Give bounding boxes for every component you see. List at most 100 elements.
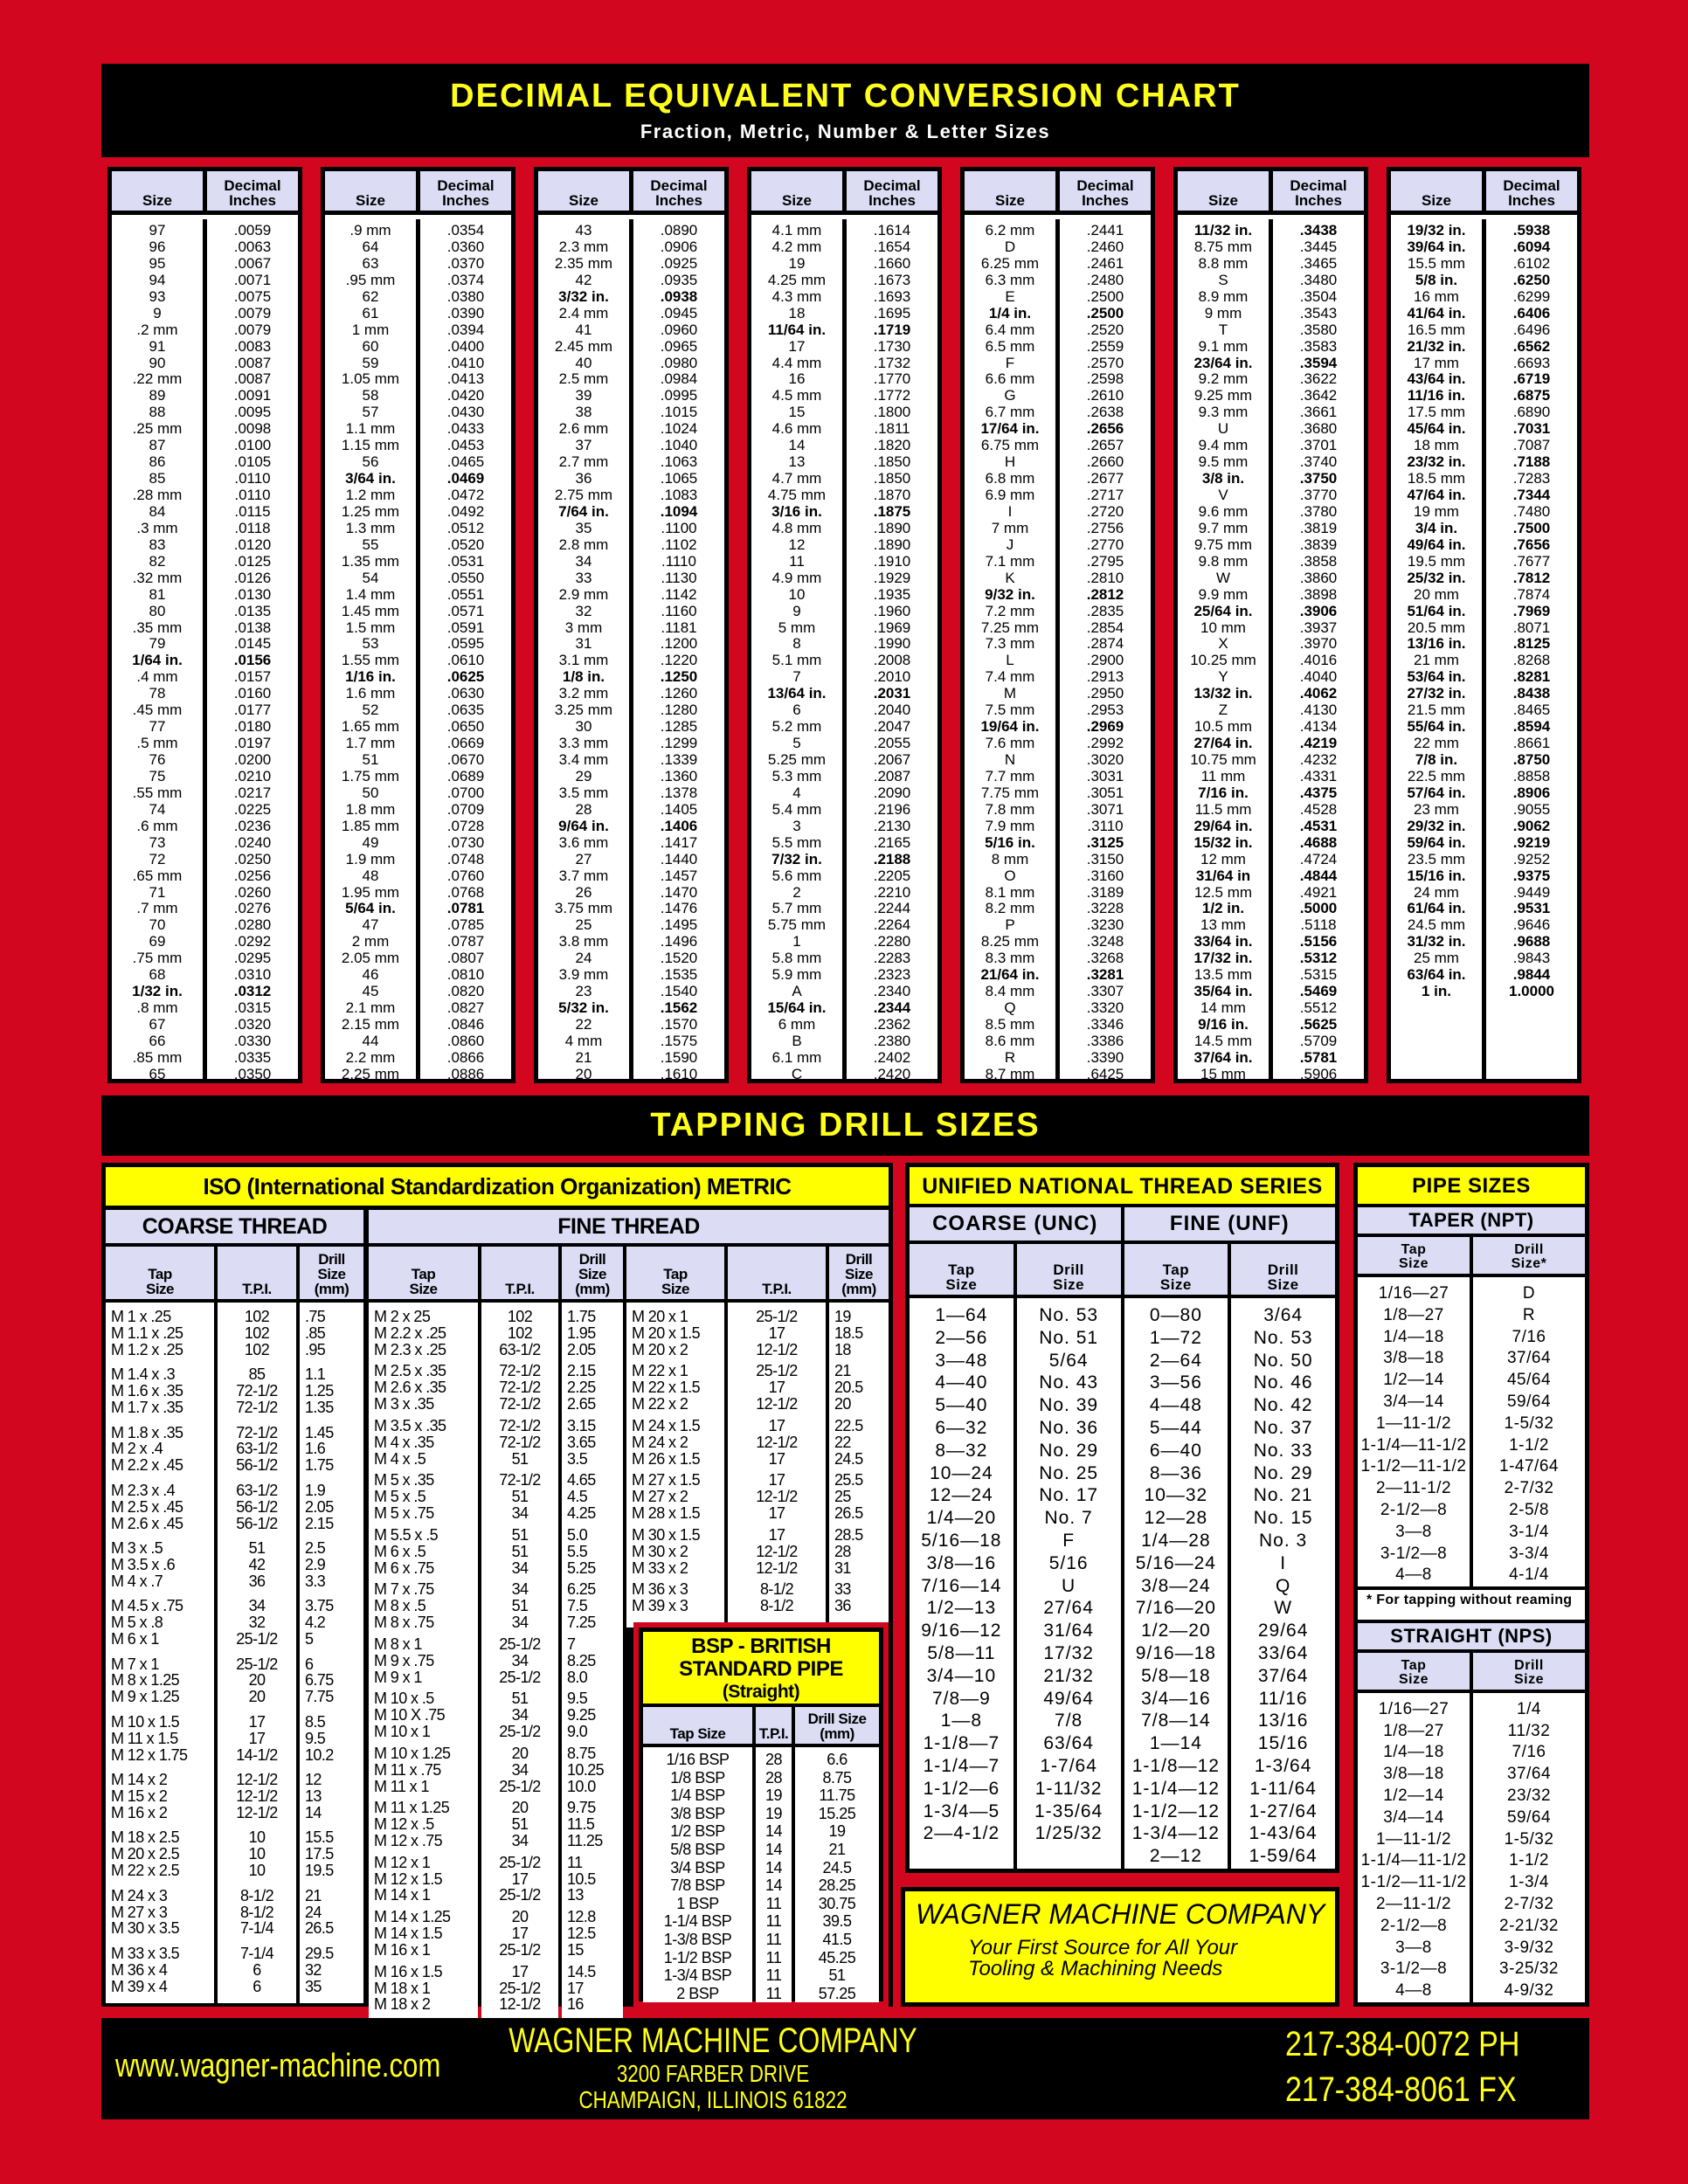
drill-size: 17/32 xyxy=(1043,1642,1094,1663)
size-cell: .65 mm xyxy=(132,867,183,884)
decimal-cell: .0380 xyxy=(446,287,485,305)
tap-size: M 27 x 1.5 xyxy=(632,1471,701,1489)
size-cell: 66 xyxy=(149,1032,166,1049)
drill-size: 28.25 xyxy=(818,1876,856,1895)
size-cell: 1.25 mm xyxy=(341,502,400,520)
size-cell: 8 xyxy=(792,635,801,653)
size-cell: 68 xyxy=(149,966,166,984)
tap-size: M 4.5 x .75 xyxy=(111,1597,183,1615)
decimal-cell: .0125 xyxy=(233,552,272,570)
size-cell: 27/32 in. xyxy=(1407,685,1466,702)
size-cell: 3/16 in. xyxy=(771,502,822,520)
tap-size: 12—28 xyxy=(1144,1508,1208,1529)
decimal-cell: .2656 xyxy=(1086,420,1124,438)
decimal-cell: .1102 xyxy=(661,536,697,553)
tpi: 25-1/2 xyxy=(756,1308,798,1325)
drill-size: 63/64 xyxy=(1043,1733,1094,1754)
taper-footnote: * For tapping without reaming xyxy=(1358,1590,1585,1620)
column-header: Tap Size xyxy=(643,1707,752,1744)
drill-size: I xyxy=(1280,1552,1287,1573)
tpi: 63-1/2 xyxy=(236,1481,278,1499)
tap-size: M 8 x 1.25 xyxy=(111,1671,180,1690)
iso-column: T.P.I. 25-1/2 17 12-1/2 25-1/2 17 12-1/2 17 12-1… xyxy=(728,1247,826,2018)
size-cell: 37 xyxy=(575,437,592,454)
decimal-column-header: Size Decimal Inches xyxy=(1391,171,1577,215)
column-body: 1—64 2—56 3—48 4—40 5—40 6—32 8—32 10—24 12—24 1/… xyxy=(910,1298,1013,1869)
decimal-header-label: Decimal Inches xyxy=(863,177,921,209)
size-header: Size xyxy=(112,171,203,211)
size-cell: 1.6 mm xyxy=(345,685,396,702)
column-header: T.P.I. xyxy=(218,1247,296,1299)
size-cell: 35 xyxy=(575,519,592,536)
size-cell: 1.45 mm xyxy=(341,602,400,619)
decimal-cell: .0945 xyxy=(660,304,698,321)
decimal-cell: .9646 xyxy=(1512,916,1551,934)
size-cell: 3 mm xyxy=(564,619,603,636)
iso-column: Tap Size M 1 x .25 M 1.1 x .25 M 1.2 x .25 M… xyxy=(106,1247,214,2004)
decimal-cell: .0087 xyxy=(233,354,272,371)
column-header: Tap Size xyxy=(106,1247,214,1299)
decimal-cell: .0067 xyxy=(233,254,272,272)
size-cell: 95 xyxy=(149,254,166,272)
table-column: Tap Size 1/16 BSP 1/8 BSP 1/4 BSP 3/8 BSP 1/2… xyxy=(643,1707,752,2003)
drill-size: 3-1/4 xyxy=(1509,1522,1549,1541)
size-header: Size xyxy=(1178,171,1269,211)
size-cell: 2.9 mm xyxy=(558,585,609,603)
drill-size: 29/64 xyxy=(1257,1621,1309,1641)
size-cell: 2.05 mm xyxy=(341,950,400,967)
tap-size: M 2.5 x .35 xyxy=(374,1362,446,1380)
decimal-cell: .0118 xyxy=(234,519,271,536)
size-cell: 10 xyxy=(788,585,806,603)
size-cell: 4.6 mm xyxy=(771,420,822,438)
column-header-label: T.P.I. xyxy=(242,1281,272,1297)
decimal-column-header: Size Decimal Inches xyxy=(325,171,511,215)
tap-size: M 4 x .7 xyxy=(111,1572,163,1590)
decimal-cell: .1220 xyxy=(660,652,698,669)
column-header-label: Tap Size xyxy=(1398,1657,1429,1687)
size-cell: 91 xyxy=(149,337,166,355)
size-cell: P xyxy=(1005,916,1015,934)
tpi: 25-1/2 xyxy=(499,1723,541,1741)
decimal-cell: .1693 xyxy=(873,287,911,305)
drill-size: 15 xyxy=(567,1940,584,1959)
decimal-cell: .0063 xyxy=(233,238,272,255)
drill-size: 3.5 xyxy=(567,1449,588,1468)
iso-column: Tap Size M 2 x 25 M 2.2 x .25 M 2.3 x .25 M … xyxy=(369,1247,478,2019)
decimal-cell: .2638 xyxy=(1086,404,1124,421)
tap-size: 6—32 xyxy=(935,1417,988,1438)
decimal-cell: .1015 xyxy=(660,404,698,421)
drill-size: 21 xyxy=(834,1362,851,1380)
size-header: Size xyxy=(325,171,416,211)
drill-size: 16 xyxy=(567,1995,584,2014)
decimal-cell: .0807 xyxy=(446,950,485,967)
decimal-cell: .0390 xyxy=(446,304,485,321)
decimal-cell: .4219 xyxy=(1299,735,1338,752)
size-cell: 3.9 mm xyxy=(558,966,609,984)
tap-size: 1/4—20 xyxy=(926,1508,997,1529)
decimal-cell: .3970 xyxy=(1299,635,1338,653)
tpi: 72-1/2 xyxy=(499,1362,541,1380)
size-cell: 10.25 mm xyxy=(1190,652,1256,669)
size-cell: N xyxy=(1004,751,1016,768)
decimal-cell: .1520 xyxy=(660,950,698,967)
drill-size: D xyxy=(1522,1284,1536,1303)
size-cell: 3.4 mm xyxy=(558,751,609,768)
size-cell: 9 xyxy=(792,602,801,619)
unc-title: COARSE (UNC) xyxy=(910,1207,1121,1241)
tap-size: 1-1/4—12 xyxy=(1131,1778,1220,1799)
decimal-cell: .0260 xyxy=(233,883,272,901)
drill-size: 5 xyxy=(305,1630,314,1648)
website-link[interactable]: www.wagner-machine.com xyxy=(115,2048,441,2084)
size-cell: 73 xyxy=(149,833,166,851)
drill-size: 30.75 xyxy=(818,1894,856,1912)
tpi: 25-1/2 xyxy=(499,1886,541,1904)
tpi: 12-1/2 xyxy=(236,1787,278,1806)
tpi: 102 xyxy=(244,1324,270,1342)
tap-size: M 15 x 2 xyxy=(111,1787,168,1806)
decimal-cell: .2362 xyxy=(873,1016,911,1033)
table-column: Drill Size (mm) 6.6 8.75 11.75 15.25 19 21 24.5… xyxy=(795,1707,879,2003)
tpi: 28 xyxy=(764,1768,783,1787)
tap-size: 7/16—14 xyxy=(921,1575,1002,1596)
size-cell: 24 xyxy=(575,950,592,967)
tpi: 14 xyxy=(764,1840,783,1858)
